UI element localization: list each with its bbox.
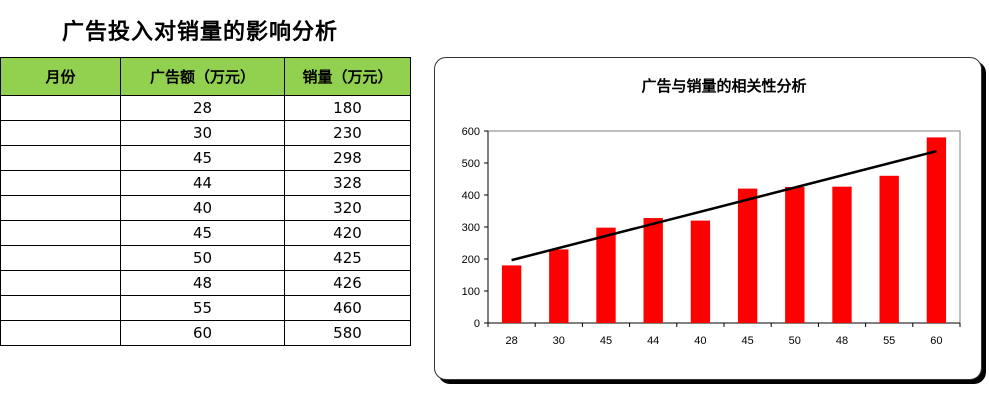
trendline [511, 149, 937, 262]
y-tick-label: 500 [462, 158, 480, 170]
table-row: 45 420 [0, 220, 411, 246]
cell-ad-spend: 45 [120, 220, 285, 246]
y-tick-label: 100 [462, 286, 480, 298]
cell-month [0, 295, 121, 321]
cell-ad-spend: 40 [120, 195, 285, 221]
cell-ad-spend: 45 [120, 145, 285, 171]
cell-ad-spend: 48 [120, 270, 285, 296]
cell-month [0, 170, 121, 196]
cell-month [0, 120, 121, 146]
chart-panel: 广告与销量的相关性分析 0 100 200 300 400 500 600 28 30 45 44 40… [434, 57, 982, 380]
bar-chart: 广告与销量的相关性分析 0 100 200 300 400 500 600 28 30 45 44 40… [462, 77, 961, 347]
bar [501, 265, 522, 323]
cell-ad-spend: 55 [120, 295, 285, 321]
y-tick-label: 400 [462, 190, 480, 202]
cell-sales: 320 [284, 195, 411, 221]
cell-ad-spend: 44 [120, 170, 285, 196]
cell-sales: 298 [284, 145, 411, 171]
y-tick-label: 200 [462, 254, 480, 266]
cell-sales: 460 [284, 295, 411, 321]
cell-sales: 580 [284, 320, 411, 346]
cell-ad-spend: 60 [120, 320, 285, 346]
x-tick-label: 28 [505, 335, 517, 347]
cell-sales: 426 [284, 270, 411, 296]
page-title: 广告投入对销量的影响分析 [62, 20, 339, 45]
cell-month [0, 195, 121, 221]
x-tick-label: 40 [694, 335, 706, 347]
cell-sales: 425 [284, 245, 411, 271]
bar [832, 186, 852, 323]
x-tick-label: 55 [883, 335, 895, 347]
x-tick-label: 45 [600, 335, 612, 347]
cell-ad-spend: 50 [120, 245, 285, 271]
table-row: 55 460 [0, 295, 411, 321]
x-tick-label: 48 [836, 335, 848, 347]
bar [643, 218, 663, 323]
bar [879, 175, 899, 323]
table-header-row: 月份 广告额（万元） 销量（万元） [0, 57, 411, 96]
column-header-sales: 销量（万元） [284, 57, 411, 96]
bar [926, 137, 947, 323]
table-row: 45 298 [0, 145, 411, 171]
table-row: 48 426 [0, 270, 411, 296]
bar [549, 249, 569, 323]
cell-ad-spend: 28 [120, 95, 285, 121]
cell-sales: 180 [284, 95, 411, 121]
cell-month [0, 245, 121, 271]
table-row: 28 180 [0, 95, 411, 121]
cell-month [0, 145, 121, 171]
bar [737, 188, 758, 323]
column-header-ad-spend: 广告额（万元） [120, 57, 285, 96]
cell-ad-spend: 30 [120, 120, 285, 146]
chart-title: 广告与销量的相关性分析 [641, 77, 806, 95]
bar [596, 227, 616, 323]
x-tick-label: 60 [930, 335, 942, 347]
column-header-month: 月份 [0, 57, 121, 96]
cell-month [0, 95, 121, 121]
table-row: 30 230 [0, 120, 411, 146]
x-tick-label: 45 [741, 335, 753, 347]
x-tick-label: 50 [789, 335, 801, 347]
bar [690, 220, 711, 323]
cell-sales: 230 [284, 120, 411, 146]
y-tick-label: 600 [462, 126, 480, 138]
cell-month [0, 320, 121, 346]
y-tick-label: 300 [462, 222, 480, 234]
table-row: 50 425 [0, 245, 411, 271]
table-row: 44 328 [0, 170, 411, 196]
cell-sales: 328 [284, 170, 411, 196]
table-row: 60 580 [0, 320, 411, 346]
cell-month [0, 220, 121, 246]
cell-month [0, 270, 121, 296]
table-row: 40 320 [0, 195, 411, 221]
y-tick-label: 0 [474, 318, 480, 330]
cell-sales: 420 [284, 220, 411, 246]
bar [785, 187, 805, 323]
data-table: 月份 广告额（万元） 销量（万元） 28 180 30 230 45 298 44 328 40… [0, 57, 411, 346]
x-tick-label: 30 [553, 335, 565, 347]
x-tick-label: 44 [647, 335, 659, 347]
